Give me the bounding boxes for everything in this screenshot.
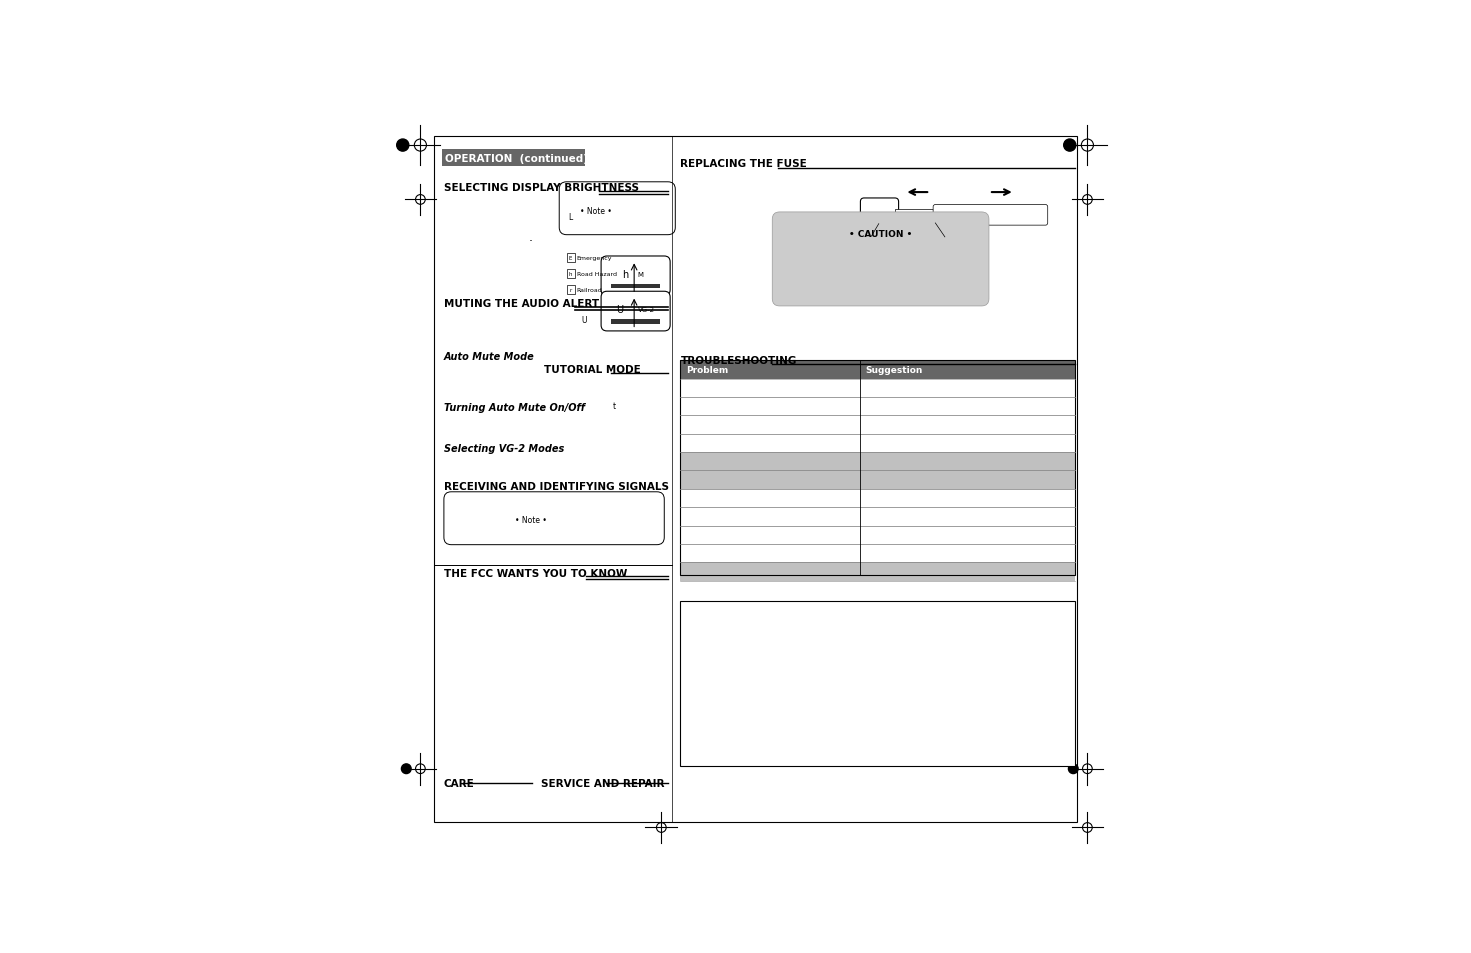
Text: THE FCC WANTS YOU TO KNOW: THE FCC WANTS YOU TO KNOW — [444, 568, 627, 578]
Bar — [681, 379, 1075, 397]
FancyBboxPatch shape — [933, 205, 1047, 226]
Bar — [681, 526, 1075, 544]
Text: Auto Mute Mode: Auto Mute Mode — [444, 352, 534, 361]
Text: h: h — [569, 272, 572, 276]
Bar — [681, 361, 1075, 576]
Text: .: . — [528, 232, 533, 244]
Text: Problem: Problem — [687, 366, 728, 375]
Bar — [566, 270, 575, 278]
FancyBboxPatch shape — [861, 199, 899, 228]
Bar — [441, 150, 585, 167]
Text: OPERATION  (continued): OPERATION (continued) — [446, 153, 588, 163]
FancyBboxPatch shape — [602, 256, 671, 296]
Bar — [681, 435, 1075, 453]
Text: L: L — [568, 213, 572, 222]
Text: Emergency: Emergency — [577, 255, 612, 261]
Text: • Note •: • Note • — [580, 207, 612, 215]
Text: TUTORIAL MODE: TUTORIAL MODE — [544, 365, 640, 375]
FancyBboxPatch shape — [444, 493, 665, 545]
Bar — [566, 253, 575, 263]
Text: MUTING THE AUDIO ALERT: MUTING THE AUDIO ALERT — [444, 298, 599, 309]
Text: • CAUTION •: • CAUTION • — [849, 231, 912, 239]
Bar — [681, 601, 1075, 766]
Circle shape — [402, 764, 410, 774]
Text: REPLACING THE FUSE: REPLACING THE FUSE — [681, 159, 808, 170]
Bar — [612, 285, 660, 289]
Text: SELECTING DISPLAY BRIGHTNESS: SELECTING DISPLAY BRIGHTNESS — [444, 183, 638, 193]
Bar — [434, 136, 1077, 822]
Text: M: M — [638, 272, 644, 277]
Bar — [681, 562, 1075, 581]
Text: Road Hazard: Road Hazard — [577, 272, 616, 276]
Text: U: U — [581, 315, 587, 324]
Bar — [681, 489, 1075, 508]
Bar — [681, 453, 1075, 471]
Bar — [681, 544, 1075, 562]
Bar — [612, 320, 660, 324]
Bar — [681, 416, 1075, 435]
Bar — [681, 361, 1075, 379]
FancyBboxPatch shape — [772, 213, 989, 307]
Bar — [566, 286, 575, 294]
Text: t: t — [613, 401, 616, 410]
FancyBboxPatch shape — [602, 292, 671, 332]
Text: Suggestion: Suggestion — [865, 366, 922, 375]
Circle shape — [1064, 140, 1075, 152]
Text: • Note •: • Note • — [515, 516, 547, 525]
Circle shape — [397, 140, 409, 152]
Text: SERVICE AND REPAIR: SERVICE AND REPAIR — [541, 779, 665, 788]
Text: RECEIVING AND IDENTIFYING SIGNALS: RECEIVING AND IDENTIFYING SIGNALS — [444, 481, 669, 492]
Bar — [681, 397, 1075, 416]
Text: Turning Auto Mute On/Off: Turning Auto Mute On/Off — [444, 403, 585, 413]
Text: r: r — [569, 288, 572, 293]
Text: E: E — [569, 255, 572, 261]
Text: VG-2: VG-2 — [638, 307, 655, 313]
Bar — [894, 210, 936, 221]
Circle shape — [1068, 764, 1078, 774]
Text: Selecting VG-2 Modes: Selecting VG-2 Modes — [444, 443, 565, 454]
Text: TROUBLESHOOTING: TROUBLESHOOTING — [681, 355, 797, 365]
Text: h: h — [622, 270, 628, 279]
FancyBboxPatch shape — [559, 183, 675, 235]
Text: Railroad: Railroad — [577, 288, 603, 293]
Bar — [681, 508, 1075, 526]
Bar — [681, 471, 1075, 489]
Text: CARE: CARE — [444, 779, 475, 788]
Text: U: U — [616, 305, 622, 314]
